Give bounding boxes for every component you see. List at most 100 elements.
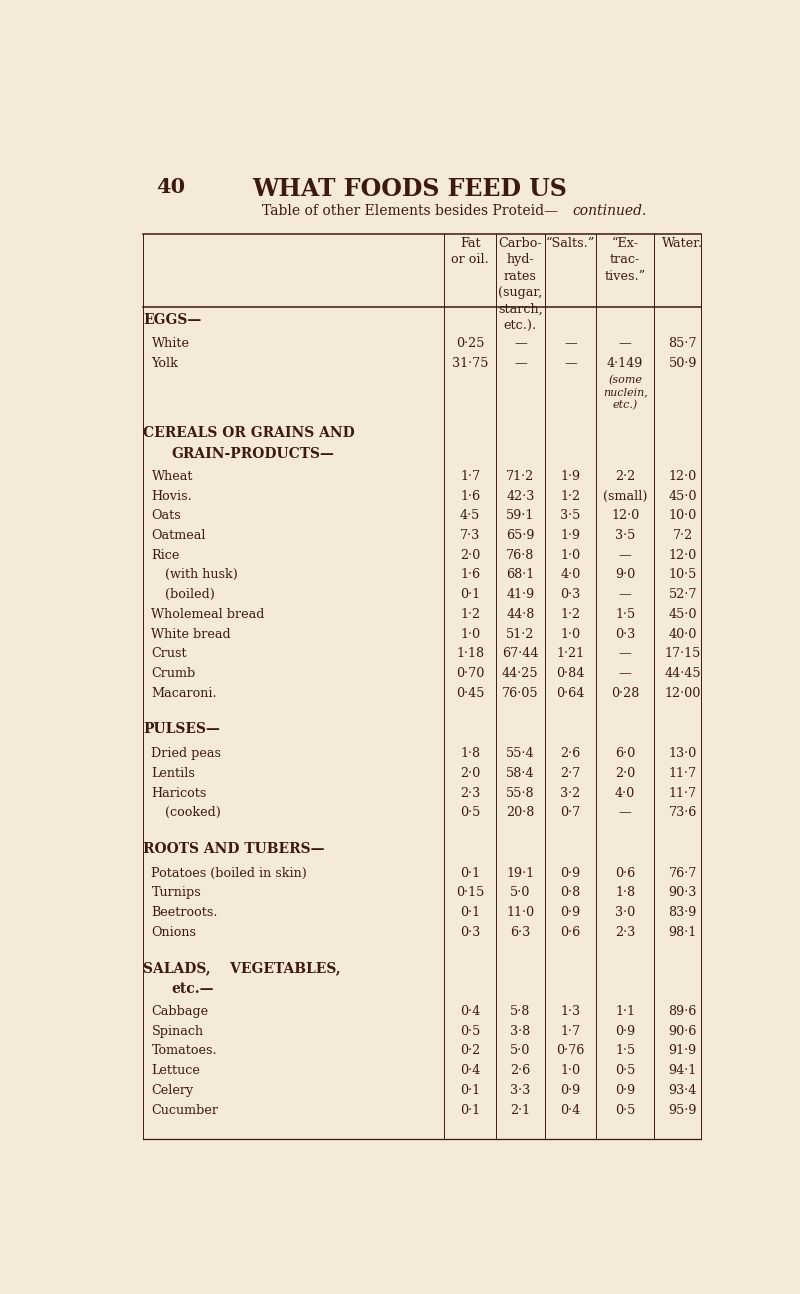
Text: 12·0: 12·0 [669, 549, 697, 562]
Text: 12·0: 12·0 [611, 510, 639, 523]
Text: 2·2: 2·2 [615, 470, 635, 483]
Text: CEREALS OR GRAINS AND: CEREALS OR GRAINS AND [143, 426, 355, 440]
Text: 1·2: 1·2 [460, 608, 480, 621]
Text: (small): (small) [603, 489, 647, 502]
Text: 1·9: 1·9 [561, 470, 581, 483]
Text: 0·76: 0·76 [556, 1044, 585, 1057]
Text: —: — [618, 806, 631, 819]
Text: 3·5: 3·5 [560, 510, 581, 523]
Text: 5·8: 5·8 [510, 1005, 530, 1018]
Text: 89·6: 89·6 [669, 1005, 697, 1018]
Text: Hovis.: Hovis. [151, 489, 192, 502]
Text: 0·1: 0·1 [460, 589, 480, 602]
Text: 42·3: 42·3 [506, 489, 534, 502]
Text: —: — [514, 338, 526, 351]
Text: 51·2: 51·2 [506, 628, 534, 641]
Text: 1·5: 1·5 [615, 608, 635, 621]
Text: 45·0: 45·0 [669, 489, 697, 502]
Text: —: — [618, 589, 631, 602]
Text: 0·3: 0·3 [561, 589, 581, 602]
Text: 0·2: 0·2 [460, 1044, 480, 1057]
Text: —: — [618, 338, 631, 351]
Text: 2·0: 2·0 [615, 767, 635, 780]
Text: Macaroni.: Macaroni. [151, 687, 217, 700]
Text: 52·7: 52·7 [669, 589, 697, 602]
Text: 6·3: 6·3 [510, 927, 530, 939]
Text: 76·8: 76·8 [506, 549, 534, 562]
Text: Haricots: Haricots [151, 787, 207, 800]
Text: White bread: White bread [151, 628, 231, 641]
Text: 0·5: 0·5 [615, 1104, 635, 1117]
Text: Cabbage: Cabbage [151, 1005, 209, 1018]
Text: 9·0: 9·0 [615, 568, 635, 581]
Text: 0·6: 0·6 [561, 927, 581, 939]
Text: 3·8: 3·8 [510, 1025, 530, 1038]
Text: 2·1: 2·1 [510, 1104, 530, 1117]
Text: 90·6: 90·6 [669, 1025, 697, 1038]
Text: 11·0: 11·0 [506, 906, 534, 919]
Text: 98·1: 98·1 [669, 927, 697, 939]
Text: 85·7: 85·7 [669, 338, 697, 351]
Text: —: — [514, 357, 526, 370]
Text: 1·0: 1·0 [561, 628, 581, 641]
Text: 1·3: 1·3 [561, 1005, 581, 1018]
Text: “Ex-
trac-
tives.”: “Ex- trac- tives.” [605, 237, 646, 283]
Text: 11·7: 11·7 [669, 767, 697, 780]
Text: 1·21: 1·21 [557, 647, 585, 660]
Text: 0·15: 0·15 [456, 886, 484, 899]
Text: 0·1: 0·1 [460, 1084, 480, 1097]
Text: 31·75: 31·75 [452, 357, 488, 370]
Text: 0·5: 0·5 [460, 1025, 480, 1038]
Text: 55·4: 55·4 [506, 747, 534, 760]
Text: Lettuce: Lettuce [151, 1064, 200, 1077]
Text: 67·44: 67·44 [502, 647, 538, 660]
Text: 0·64: 0·64 [556, 687, 585, 700]
Text: Crust: Crust [151, 647, 187, 660]
Text: 41·9: 41·9 [506, 589, 534, 602]
Text: Cucumber: Cucumber [151, 1104, 218, 1117]
Text: Dried peas: Dried peas [151, 747, 222, 760]
Text: 4·5: 4·5 [460, 510, 480, 523]
Text: 12·00: 12·00 [665, 687, 701, 700]
Text: Crumb: Crumb [151, 668, 196, 681]
Text: Celery: Celery [151, 1084, 194, 1097]
Text: 73·6: 73·6 [669, 806, 697, 819]
Text: continued.: continued. [573, 204, 647, 219]
Text: 10·5: 10·5 [669, 568, 697, 581]
Text: 94·1: 94·1 [669, 1064, 697, 1077]
Text: 0·9: 0·9 [561, 906, 581, 919]
Text: 0·6: 0·6 [615, 867, 635, 880]
Text: 40·0: 40·0 [669, 628, 697, 641]
Text: 0·7: 0·7 [561, 806, 581, 819]
Text: 0·3: 0·3 [460, 927, 480, 939]
Text: 44·45: 44·45 [665, 668, 701, 681]
Text: 45·0: 45·0 [669, 608, 697, 621]
Text: 0·25: 0·25 [456, 338, 484, 351]
Text: 76·05: 76·05 [502, 687, 538, 700]
Text: Onions: Onions [151, 927, 197, 939]
Text: 0·70: 0·70 [456, 668, 484, 681]
Text: 0·5: 0·5 [615, 1064, 635, 1077]
Text: Tomatoes.: Tomatoes. [151, 1044, 217, 1057]
Text: 83·9: 83·9 [669, 906, 697, 919]
Text: Water.: Water. [662, 237, 703, 250]
Text: EGGS—: EGGS— [143, 313, 202, 326]
Text: 5·0: 5·0 [510, 1044, 530, 1057]
Text: 19·1: 19·1 [506, 867, 534, 880]
Text: 7·2: 7·2 [673, 529, 693, 542]
Text: etc.—: etc.— [171, 982, 214, 996]
Text: 1·8: 1·8 [615, 886, 635, 899]
Text: Potatoes (boiled in skin): Potatoes (boiled in skin) [151, 867, 307, 880]
Text: 20·8: 20·8 [506, 806, 534, 819]
Text: 1·0: 1·0 [561, 549, 581, 562]
Text: 68·1: 68·1 [506, 568, 534, 581]
Text: 0·4: 0·4 [460, 1064, 480, 1077]
Text: 4·0: 4·0 [615, 787, 635, 800]
Text: 95·9: 95·9 [669, 1104, 697, 1117]
Text: 2·3: 2·3 [615, 927, 635, 939]
Text: 93·4: 93·4 [669, 1084, 697, 1097]
Text: 0·9: 0·9 [561, 1084, 581, 1097]
Text: 4·0: 4·0 [561, 568, 581, 581]
Text: 55·8: 55·8 [506, 787, 534, 800]
Text: 3·3: 3·3 [510, 1084, 530, 1097]
